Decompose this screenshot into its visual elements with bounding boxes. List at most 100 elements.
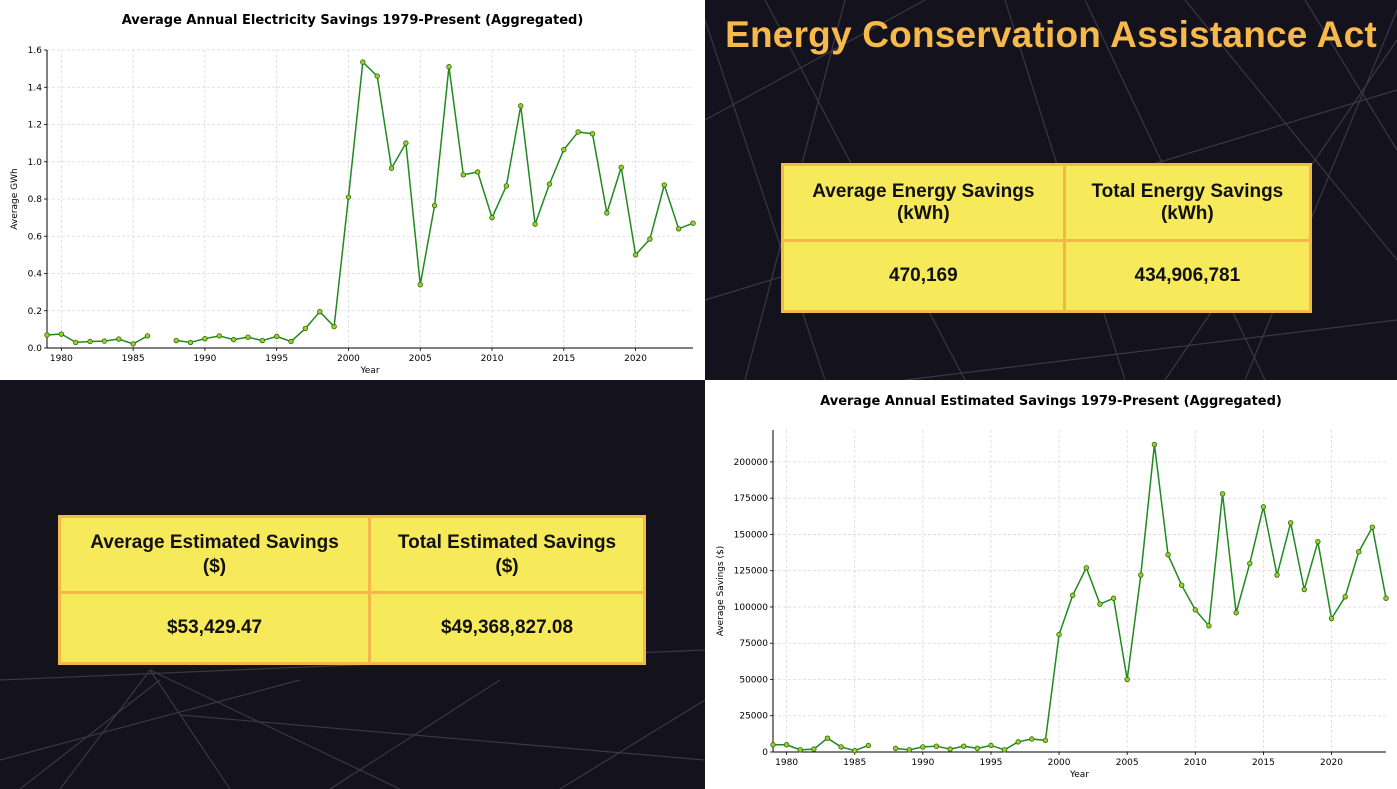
avg-savings-value: $53,429.47 xyxy=(57,591,372,665)
estimated-data-point xyxy=(906,747,912,753)
estimated-x-tick-label: 2015 xyxy=(1252,758,1275,768)
electricity-data-point xyxy=(690,220,696,226)
electricity-y-tick-label: 0.4 xyxy=(28,270,43,280)
electricity-data-point xyxy=(331,323,337,330)
estimated-y-tick-label: 125000 xyxy=(734,567,769,577)
electricity-x-tick-label: 2015 xyxy=(552,354,575,364)
estimated-y-axis-label: Average Savings ($) xyxy=(716,546,726,637)
estimated-data-point xyxy=(838,744,844,750)
total-energy-header-line1: Total Energy Savings xyxy=(1091,180,1284,202)
avg-savings-header: Average Estimated Savings ($) xyxy=(57,515,372,594)
electricity-data-point xyxy=(144,333,151,339)
electricity-data-point xyxy=(604,210,610,216)
electricity-data-point xyxy=(288,338,294,345)
total-energy-header-line2: (kWh) xyxy=(1160,202,1214,224)
electricity-chart-title: Average Annual Electricity Savings 1979-… xyxy=(121,13,584,28)
electricity-data-point xyxy=(661,182,667,188)
total-savings-header: Total Estimated Savings ($) xyxy=(368,515,646,594)
electricity-points xyxy=(44,59,696,347)
estimated-x-tick-label: 2005 xyxy=(1116,758,1139,768)
electricity-x-tick-label: 2010 xyxy=(481,354,504,364)
estimated-data-point xyxy=(1165,552,1171,558)
estimated-data-point xyxy=(1233,610,1239,616)
avg-energy-value: 470,169 xyxy=(781,239,1066,313)
estimated-data-point xyxy=(797,747,803,753)
electricity-data-point xyxy=(561,146,567,153)
estimated-data-point xyxy=(1069,592,1076,599)
background-lines xyxy=(0,649,705,789)
electricity-data-point xyxy=(474,169,481,175)
estimated-savings-chart: 1980 1985 1990 1995 2000 2005 2010 2015 2020 0 250… xyxy=(716,430,1389,780)
electricity-data-point xyxy=(130,341,136,347)
estimated-grid xyxy=(773,430,1386,753)
total-energy-header: Total Energy Savings (kWh) xyxy=(1062,163,1313,242)
estimated-data-point xyxy=(1274,572,1280,578)
estimated-chart-panel: Average Annual Estimated Savings 1979-Pr… xyxy=(705,380,1397,789)
electricity-data-point xyxy=(417,281,423,288)
electricity-data-point xyxy=(345,194,352,200)
electricity-data-point xyxy=(431,202,438,209)
avg-energy-header: Average Energy Savings (kWh) xyxy=(781,163,1066,242)
electricity-data-point xyxy=(446,64,452,70)
estimated-y-tick-label: 200000 xyxy=(734,458,769,468)
electricity-data-point xyxy=(187,339,194,346)
electricity-y-tick-label: 0.2 xyxy=(28,307,42,317)
electricity-data-point xyxy=(101,338,108,344)
estimated-savings-panel: Average Estimated Savings ($) Total Estim… xyxy=(0,380,705,789)
electricity-line-segment xyxy=(176,60,694,344)
estimated-data-point xyxy=(961,743,967,749)
estimated-data-point xyxy=(865,742,872,749)
estimated-data-point xyxy=(770,742,776,748)
electricity-data-point xyxy=(230,336,237,343)
estimated-data-point xyxy=(852,747,858,754)
estimated-data-point xyxy=(920,744,926,750)
estimated-data-point xyxy=(933,743,940,749)
estimated-points xyxy=(770,441,1389,754)
page-title: Energy Conservation Assistance Act xyxy=(725,14,1377,55)
estimated-x-axis-label: Year xyxy=(1069,770,1089,780)
total-savings-header-line2: ($) xyxy=(495,555,519,577)
estimated-data-point xyxy=(1287,520,1294,526)
electricity-x-tick-label: 1985 xyxy=(122,354,145,364)
estimated-y-tick-label: 150000 xyxy=(734,530,769,540)
electricity-data-point xyxy=(73,339,79,346)
electricity-data-point xyxy=(273,333,280,340)
estimated-data-point xyxy=(1260,504,1267,510)
electricity-data-point xyxy=(87,338,93,345)
electricity-data-point xyxy=(173,337,179,344)
electricity-data-point xyxy=(245,334,251,340)
estimated-data-point xyxy=(1315,538,1321,545)
estimated-x-tick-label: 2020 xyxy=(1320,758,1343,768)
estimated-data-point xyxy=(1342,594,1348,600)
estimated-data-point xyxy=(1219,491,1226,497)
estimated-data-point xyxy=(1001,747,1008,753)
electricity-chart: 1980 1985 1990 1995 2000 2005 2010 2015 2020 0.0 0… xyxy=(10,46,696,376)
electricity-chart-panel: Average Annual Electricity Savings 1979-… xyxy=(0,0,706,380)
estimated-data-point xyxy=(811,746,817,752)
estimated-y-tick-label: 0 xyxy=(762,748,768,758)
electricity-data-point xyxy=(489,214,495,221)
electricity-data-point xyxy=(388,165,395,171)
avg-savings-header-line2: ($) xyxy=(202,555,227,577)
electricity-data-point xyxy=(532,221,538,227)
electricity-grid xyxy=(47,49,693,349)
electricity-x-tick-label: 1980 xyxy=(50,354,73,364)
estimated-x-tick-label: 1990 xyxy=(911,758,934,768)
avg-energy-header-line1: Average Energy Savings xyxy=(812,180,1035,202)
electricity-y-tick-label: 1.2 xyxy=(28,121,42,131)
estimated-x-tick-label: 2010 xyxy=(1184,758,1207,768)
electricity-x-tick-label: 1995 xyxy=(265,354,288,364)
estimated-y-tick-label: 25000 xyxy=(739,712,768,722)
estimated-data-point xyxy=(1138,572,1144,578)
electricity-x-tick-label: 2005 xyxy=(409,354,432,364)
electricity-data-point xyxy=(589,131,596,137)
estimated-y-tick-label: 175000 xyxy=(734,494,769,504)
estimated-data-point xyxy=(1110,595,1117,601)
electricity-x-tick-label: 2020 xyxy=(624,354,647,364)
estimated-y-tick-label: 100000 xyxy=(734,603,769,613)
estimated-data-point xyxy=(1301,586,1307,593)
electricity-y-tick-label: 1.6 xyxy=(28,46,43,56)
electricity-y-tick-label: 0.8 xyxy=(28,195,43,205)
electricity-y-tick-label: 0.0 xyxy=(28,344,43,354)
electricity-data-point xyxy=(632,252,639,258)
